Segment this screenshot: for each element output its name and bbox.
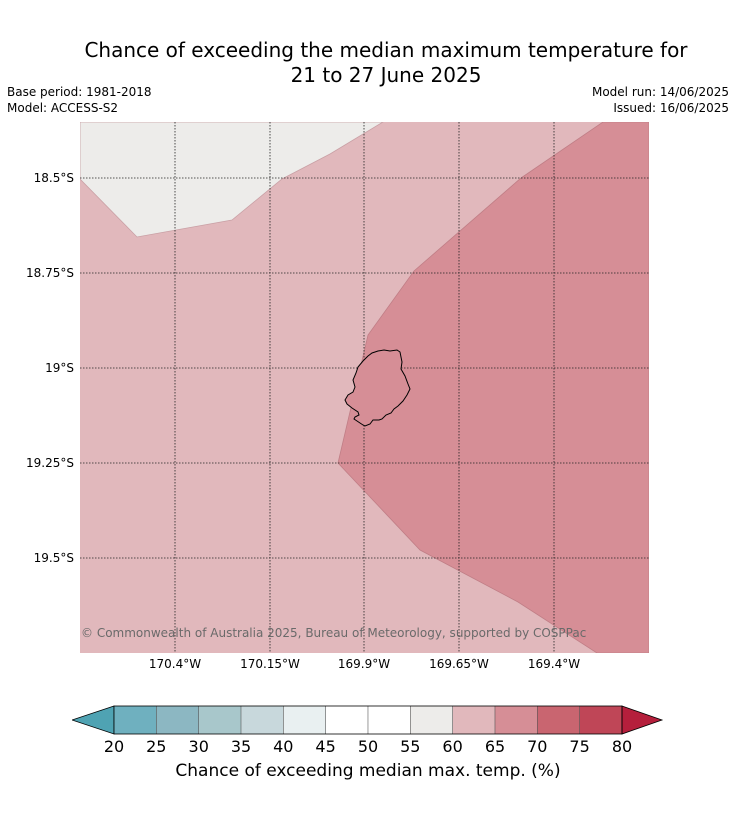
colorbar-tick-label: 65 xyxy=(484,737,506,756)
base-period: Base period: 1981-2018 xyxy=(7,85,152,99)
colorbar-frame xyxy=(113,705,623,735)
map-title: Chance of exceeding the median maximum t… xyxy=(0,38,736,88)
map-svg xyxy=(80,122,649,653)
map-panel xyxy=(80,122,649,653)
colorbar-tick-label: 80 xyxy=(611,737,633,756)
colorbar-tick-label: 20 xyxy=(103,737,125,756)
lat-label: 19.25°S xyxy=(26,456,74,470)
lon-label: 170.4°W xyxy=(148,657,202,671)
colorbar-tick-label: 60 xyxy=(442,737,463,756)
colorbar-segment xyxy=(156,706,199,734)
colorbar-segment xyxy=(452,706,496,734)
model-run: Model run: 14/06/2025 xyxy=(591,85,729,99)
region-65-70 xyxy=(337,122,649,653)
colorbar-svg xyxy=(70,705,664,735)
colorbar-segment xyxy=(198,706,242,734)
lat-label: 18.75°S xyxy=(26,266,74,280)
title-line-1: Chance of exceeding the median maximum t… xyxy=(84,38,688,62)
lat-label: 19°S xyxy=(45,361,74,375)
meta-right: Model run: 14/06/2025 Issued: 16/06/2025 xyxy=(592,84,729,116)
colorbar-tick-label: 50 xyxy=(357,737,379,756)
copyright-notice: © Commonwealth of Australia 2025, Bureau… xyxy=(81,626,587,640)
colorbar-segment xyxy=(283,706,326,734)
colorbar-segment xyxy=(240,706,284,734)
colorbar-tick-label: 25 xyxy=(146,737,167,756)
region-55-60 xyxy=(80,122,384,238)
issued-date: Issued: 16/06/2025 xyxy=(613,101,729,115)
colorbar-tick-label: 75 xyxy=(569,737,590,756)
lon-label: 169.4°W xyxy=(527,657,581,671)
colorbar-label: Chance of exceeding median max. temp. (%… xyxy=(175,761,561,781)
lon-label: 169.9°W xyxy=(337,657,391,671)
colorbar-tick-label: 40 xyxy=(273,737,294,756)
model-name: Model: ACCESS-S2 xyxy=(7,101,119,115)
lat-label: 18.5°S xyxy=(33,171,74,185)
colorbar-tick-label: 30 xyxy=(188,737,209,756)
lon-label: 169.65°W xyxy=(429,657,489,671)
colorbar-extend-high xyxy=(621,705,664,735)
colorbar-tick-label: 55 xyxy=(400,737,421,756)
lat-label: 19.5°S xyxy=(33,551,74,565)
colorbar-segment xyxy=(410,706,453,734)
title-line-2: 21 to 27 June 2025 xyxy=(290,63,482,87)
colorbar-segment xyxy=(579,706,623,734)
colorbar-extend-low xyxy=(70,705,115,735)
meta-left: Base period: 1981-2018 Model: ACCESS-S2 xyxy=(7,84,152,116)
colorbar-tick-label: 35 xyxy=(230,737,252,756)
colorbar-tick-label: 45 xyxy=(315,737,336,756)
lon-label: 170.15°W xyxy=(240,657,300,671)
colorbar-segment xyxy=(537,706,580,734)
colorbar-segment xyxy=(367,706,411,734)
colorbar-segment xyxy=(325,706,369,734)
colorbar xyxy=(70,704,664,740)
colorbar-segments xyxy=(70,705,664,735)
colorbar-tick-label: 70 xyxy=(527,737,548,756)
colorbar-segment xyxy=(494,706,538,734)
colorbar-segment xyxy=(114,706,157,734)
island-coastline xyxy=(344,349,411,427)
